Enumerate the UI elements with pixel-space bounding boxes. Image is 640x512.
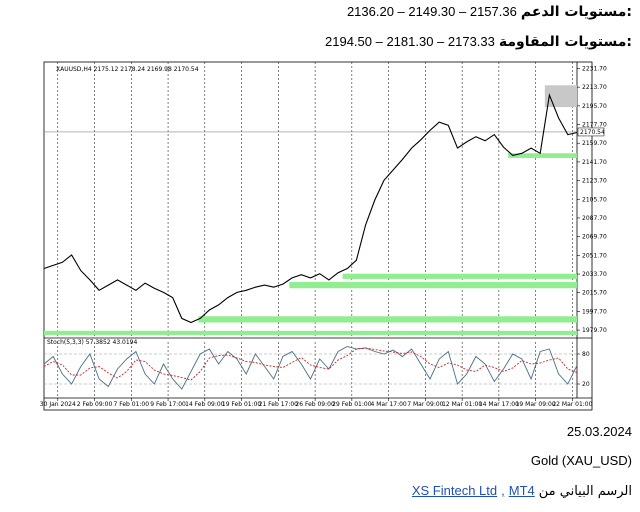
zone — [198, 316, 577, 323]
x-tick-label: 29 Feb 01:00 — [332, 401, 372, 408]
y-tick-label: 2015.70 — [582, 290, 607, 297]
x-tick-label: 2 Feb 09:00 — [77, 401, 113, 408]
x-tick-label: 7 Feb 01:00 — [114, 401, 150, 408]
stoch-header: Stoch(5,3,3) 57.3852 43.0194 — [47, 339, 138, 346]
support-label: مستويات الدعم: — [520, 4, 632, 20]
y-tick-label: 2213.70 — [582, 84, 607, 91]
y-tick-label: 20 — [582, 381, 590, 388]
y-tick-label: 2195.70 — [582, 103, 607, 110]
link[interactable]: MT4 — [508, 483, 535, 498]
zone — [508, 153, 577, 158]
source-prefix: الرسم البياني من — [538, 484, 632, 499]
support-row: 2136.20 – 2149.30 – 2157.36 مستويات الدعم… — [347, 4, 632, 20]
date: 25.03.2024 — [566, 424, 632, 439]
x-tick-label: 30 Jan 2024 — [40, 401, 76, 408]
price-label: 2170.54 — [580, 129, 605, 136]
resistance-label: مستويات المقاومة: — [498, 34, 632, 50]
chart-header: XAUUSD,H4 2175.12 2178.24 2169.98 2170.5… — [56, 66, 199, 73]
y-tick-label: 1997.70 — [582, 308, 607, 315]
y-tick-label: 2159.70 — [582, 140, 607, 147]
resistance-values: 2194.50 – 2181.30 – 2173.33 — [325, 34, 495, 49]
source-row: XS Fintech Ltd, MT4 الرسم البياني من — [412, 483, 632, 499]
link[interactable]: XS Fintech Ltd — [411, 483, 498, 498]
x-tick-label: 19 Mar 09:00 — [516, 401, 556, 408]
x-tick-label: 26 Feb 09:00 — [295, 401, 335, 408]
x-tick-label: 21 Feb 17:00 — [259, 401, 299, 408]
y-tick-label: 2069.70 — [582, 234, 607, 241]
x-tick-label: 22 Mar 01:00 — [552, 401, 592, 408]
y-tick-label: 2141.70 — [582, 159, 607, 166]
date-row: 25.03.2024 — [567, 424, 632, 439]
x-tick-label: 9 Feb 17:00 — [150, 401, 186, 408]
y-tick-label: 80 — [582, 351, 590, 358]
instrument: Gold (XAU_USD) — [530, 453, 632, 468]
zone — [44, 330, 577, 335]
y-tick-label: 2033.70 — [582, 271, 607, 278]
series-line — [43, 93, 578, 324]
x-tick-label: 12 Mar 01:00 — [442, 401, 482, 408]
y-tick-label: 2231.70 — [582, 65, 607, 72]
support-values: 2136.20 – 2149.30 – 2157.36 — [346, 4, 517, 19]
zone — [544, 85, 577, 108]
instrument-row: Gold (XAU_USD) — [531, 453, 632, 468]
separator: , — [501, 483, 505, 498]
zone — [289, 282, 577, 289]
y-tick-label: 2105.70 — [582, 196, 607, 203]
y-tick-label: 2123.70 — [582, 178, 607, 185]
x-tick-label: 7 Mar 09:00 — [407, 401, 443, 408]
x-tick-label: 19 Feb 01:00 — [222, 401, 262, 408]
chart-frame — [43, 61, 593, 411]
y-tick-label: 2087.70 — [582, 215, 607, 222]
x-tick-label: 14 Mar 17:00 — [479, 401, 519, 408]
series-line — [43, 346, 578, 390]
zone — [342, 273, 577, 279]
y-tick-label: 2051.70 — [582, 252, 607, 259]
resistance-row: 2194.50 – 2181.30 – 2173.33 مستويات المقا… — [325, 34, 632, 50]
series-line — [43, 347, 578, 381]
x-tick-label: 14 Feb 09:00 — [185, 401, 225, 408]
y-tick-label: 2177.70 — [582, 122, 607, 129]
x-tick-label: 4 Mar 17:00 — [370, 401, 406, 408]
price-box — [577, 127, 605, 137]
y-tick-label: 1979.70 — [582, 327, 607, 334]
